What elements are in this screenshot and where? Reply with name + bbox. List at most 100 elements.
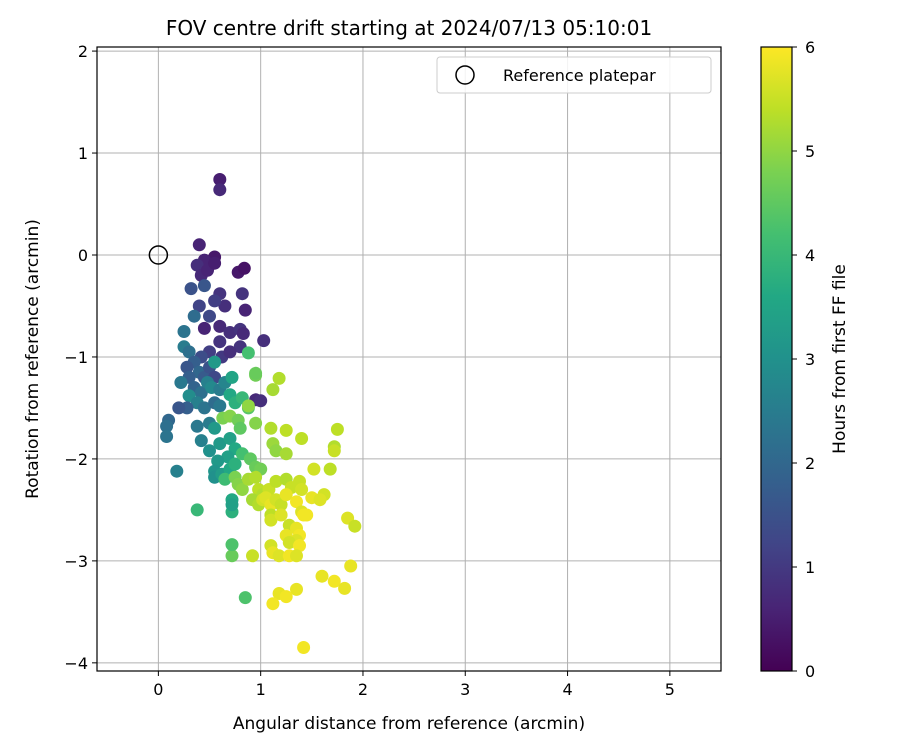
data-point [264,421,278,435]
data-point [174,376,188,389]
data-point [180,360,194,374]
data-point [194,434,208,448]
data-point [290,495,303,509]
data-point [213,319,227,333]
colorbar-label: Hours from first FF file [830,264,850,454]
data-point [238,303,252,317]
legend-box [436,56,712,94]
colorbar-tick-label: 6 [805,38,815,57]
y-tick-label: 1 [78,144,88,163]
reference-point [148,245,169,265]
data-point [182,345,196,359]
data-point [208,294,222,308]
y-tick-label: −1 [64,348,88,367]
data-point [203,444,216,458]
data-point [187,309,201,323]
colorbar-ticks: 0 1 2 3 4 5 6 [792,38,815,681]
data-point [190,258,204,272]
chart-title: FOV centre drift starting at 2024/07/13 … [166,16,652,40]
data-point [274,508,288,522]
y-tick-label: −3 [64,552,88,571]
data-points [160,173,362,654]
data-point [297,641,311,654]
x-tick-label: 5 [665,680,675,699]
x-axis-label: Angular distance from reference (arcmin) [233,714,585,734]
data-point [297,508,311,522]
data-point [190,419,204,433]
data-point [279,447,293,461]
legend: Reference platepar [436,56,712,94]
data-point [192,238,206,252]
colorbar-tick-label: 3 [805,350,815,369]
data-point [266,597,280,611]
colorbar: 0 1 2 3 4 5 6 Hours from first FF file [760,38,850,681]
data-point [184,282,198,296]
data-point [225,538,239,552]
data-point [225,370,239,384]
y-tick-label: −4 [64,654,88,673]
data-point [269,474,283,488]
data-point [223,432,237,445]
data-point [233,421,247,435]
y-axis-ticks: −4 −3 −2 −1 0 1 2 [64,42,97,673]
data-point [237,261,251,275]
data-point [348,519,362,533]
plot-frame [96,46,722,672]
data-point [338,581,352,595]
data-point [223,326,237,339]
data-point [290,582,303,596]
data-point [213,437,227,451]
data-point [249,366,263,380]
x-tick-label: 1 [256,680,266,699]
data-point [282,536,296,549]
data-point [238,591,252,605]
data-point [307,462,321,476]
data-point [208,421,222,435]
y-axis-label: Rotation from reference (arcmin) [23,219,43,499]
data-point [246,549,259,563]
data-point [249,416,263,430]
colorbar-tick-label: 5 [805,142,815,161]
data-point [344,559,358,573]
data-point [279,590,293,604]
data-point [160,430,174,443]
data-point [323,462,337,476]
data-point [295,483,309,496]
data-point [235,483,249,496]
colorbar-tick-label: 2 [805,454,815,473]
data-point [208,256,222,270]
data-point [213,183,227,197]
data-point [218,472,232,486]
y-tick-label: 0 [78,246,88,265]
data-point [266,383,280,397]
colorbar-tick-label: 1 [805,558,815,577]
x-tick-label: 3 [460,680,470,699]
data-point [223,345,237,359]
data-point [279,423,293,437]
data-point [208,355,222,369]
data-point [194,386,208,400]
data-point [272,549,286,563]
data-point [241,399,255,413]
data-point [203,309,216,323]
data-point [177,325,191,338]
data-point [327,574,341,588]
data-point [235,287,249,301]
data-point [197,279,211,293]
data-point [254,394,268,408]
data-point [190,503,204,517]
colorbar-gradient [760,46,793,672]
data-point [225,549,239,563]
data-point [213,335,227,349]
data-point [279,488,293,502]
data-point [269,444,283,458]
data-point [274,498,288,512]
data-point [327,444,341,458]
data-point [218,299,232,313]
data-point [197,321,211,335]
data-point [228,457,242,471]
data-point [290,549,303,563]
data-point [236,327,250,340]
data-point [160,419,174,433]
